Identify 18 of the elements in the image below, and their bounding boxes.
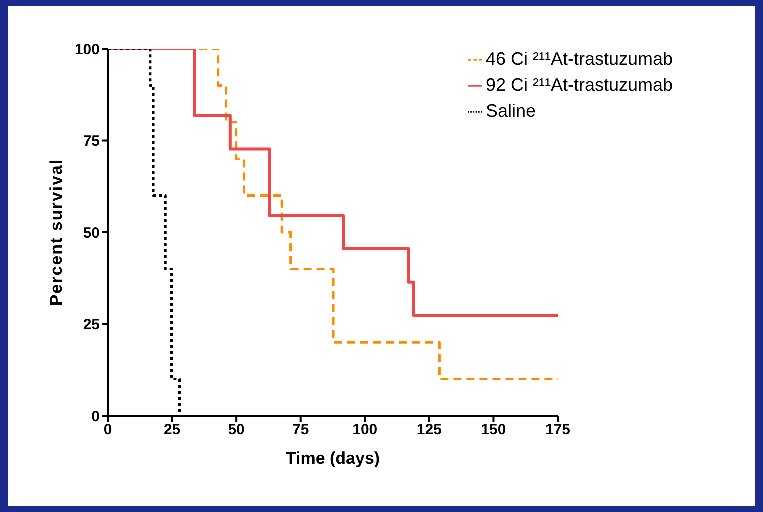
y-tick-label: 75 bbox=[83, 133, 100, 150]
legend-label: Saline bbox=[486, 101, 536, 121]
x-axis-title: Time (days) bbox=[286, 449, 380, 468]
y-tick-label: 100 bbox=[74, 41, 100, 58]
y-axis-title: Percent survival bbox=[47, 158, 66, 306]
y-tick-label: 0 bbox=[92, 408, 100, 426]
legend-label: 46 Ci ²¹¹At-trastuzumab bbox=[486, 49, 674, 69]
x-tick-label: 50 bbox=[228, 422, 245, 439]
y-tick-label: 50 bbox=[83, 224, 100, 242]
x-tick-label: 150 bbox=[481, 422, 506, 439]
x-tick-label: 0 bbox=[104, 422, 112, 439]
x-tick-label: 25 bbox=[164, 422, 181, 439]
y-tick-label: 25 bbox=[83, 316, 100, 334]
x-tick-label: 175 bbox=[545, 422, 571, 439]
x-tick-label: 100 bbox=[352, 422, 378, 439]
x-tick-label: 75 bbox=[292, 422, 310, 439]
x-tick-label: 125 bbox=[416, 422, 442, 439]
legend-label: 92 Ci ²¹¹At-trastuzumab bbox=[486, 75, 674, 95]
